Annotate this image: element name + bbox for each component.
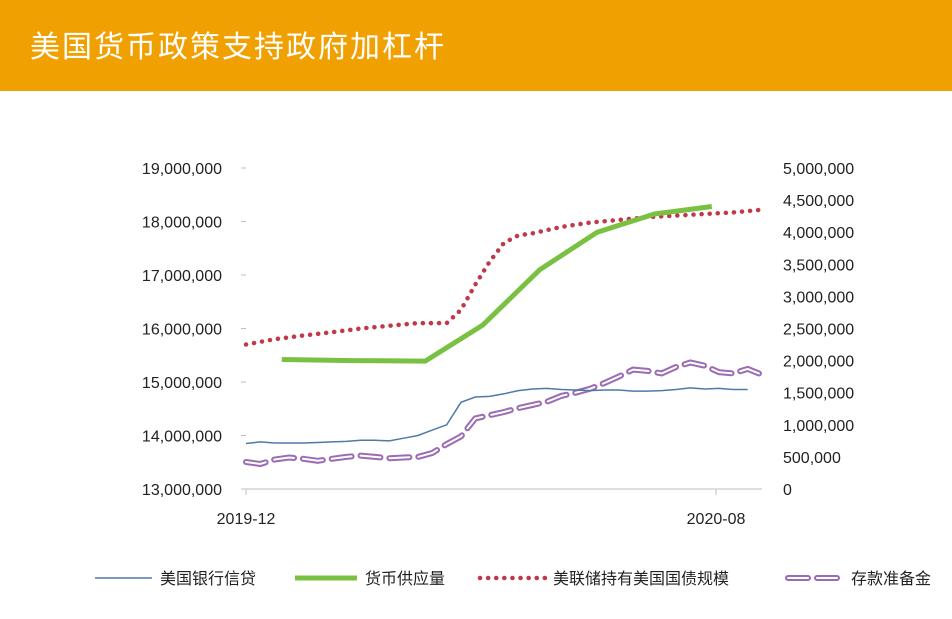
page-title: 美国货币政策支持政府加杠杆 [30, 30, 446, 65]
y-left-tick-label: 13,000,000 [142, 482, 222, 499]
legend-label: 美国银行信贷 [160, 569, 256, 588]
y-right-tick-label: 1,500,000 [783, 386, 854, 403]
y-right-tick-label: 3,000,000 [783, 289, 854, 306]
y-left-tick-label: 16,000,000 [142, 322, 222, 339]
series-line-2 [243, 207, 765, 347]
y-left-tick-label: 14,000,000 [142, 429, 222, 446]
y-right-tick-label: 4,500,000 [783, 193, 854, 210]
y-left-tick-label: 18,000,000 [142, 215, 222, 232]
y-right-tick-label: 2,500,000 [783, 322, 854, 339]
series-line-3-inner [245, 361, 763, 466]
series-line-3 [243, 359, 765, 468]
title-banner: 美国货币政策支持政府加杠杆 [0, 0, 952, 91]
y-right-tick-label: 3,500,000 [783, 257, 854, 274]
legend-label: 货币供应量 [365, 569, 445, 588]
combo-line-chart: 13,000,000 14,000,000 15,000,000 16,000,000… [95, 161, 931, 588]
y-right-tick-label: 1,000,000 [783, 418, 854, 435]
x-tick-label: 2020-08 [687, 511, 746, 528]
y-right-tick-label: 5,000,000 [783, 161, 854, 178]
y-left-tick-label: 19,000,000 [142, 161, 222, 178]
x-tick-label: 2019-12 [217, 511, 276, 528]
legend-label: 美联储持有美国国债规模 [553, 569, 729, 588]
y-right-tick-label: 4,000,000 [783, 225, 854, 242]
y-right-tick-label: 500,000 [783, 450, 841, 467]
y-right-tick-label: 2,000,000 [783, 354, 854, 371]
y-left-tick-label: 15,000,000 [142, 375, 222, 392]
series-line-1 [281, 204, 713, 364]
series-line-0 [245, 387, 748, 445]
y-left-tick-label: 17,000,000 [142, 268, 222, 285]
y-right-tick-label: 0 [783, 482, 792, 499]
legend-label: 存款准备金 [851, 569, 931, 588]
